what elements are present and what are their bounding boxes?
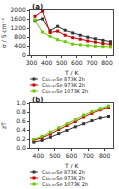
- svg-text:800: 800: [101, 59, 113, 66]
- svg-text:500: 500: [56, 59, 68, 66]
- svg-text:0.4: 0.4: [16, 126, 26, 133]
- svg-text:0.0: 0.0: [16, 144, 26, 151]
- svg-text:0.8: 0.8: [16, 108, 26, 115]
- svg-text:Cu₁.₉₇Se 973K 2h: Cu₁.₉₇Se 973K 2h: [42, 82, 85, 88]
- svg-text:400: 400: [41, 59, 53, 66]
- svg-text:0: 0: [22, 51, 26, 58]
- svg-text:800: 800: [99, 152, 111, 159]
- svg-text:400: 400: [14, 42, 26, 49]
- svg-text:0.6: 0.6: [16, 117, 26, 124]
- svg-text:400: 400: [33, 152, 45, 159]
- svg-text:T / K: T / K: [64, 162, 80, 169]
- svg-text:Cu₁.₉₇Se 1073K 2h: Cu₁.₉₇Se 1073K 2h: [42, 88, 88, 94]
- svg-text:600: 600: [66, 152, 78, 159]
- svg-text:zT: zT: [0, 122, 7, 129]
- svg-text:300: 300: [26, 59, 38, 66]
- svg-text:1600: 1600: [11, 15, 26, 22]
- svg-text:700: 700: [86, 59, 98, 66]
- svg-text:(b): (b): [32, 96, 43, 104]
- svg-text:Cu₁.₉₇Se 873K 2h: Cu₁.₉₇Se 873K 2h: [42, 169, 85, 175]
- svg-text:Cu₁.₉₇Se 973K 2h: Cu₁.₉₇Se 973K 2h: [42, 175, 85, 181]
- svg-text:800: 800: [14, 33, 26, 40]
- svg-text:σ / S cm⁻¹: σ / S cm⁻¹: [0, 17, 7, 48]
- svg-text:500: 500: [49, 152, 61, 159]
- svg-text:1.0: 1.0: [16, 99, 26, 106]
- svg-text:Cu₁.₉₇Se 873K 2h: Cu₁.₉₇Se 873K 2h: [42, 76, 85, 82]
- svg-text:2000: 2000: [11, 6, 26, 13]
- svg-text:700: 700: [82, 152, 94, 159]
- svg-text:(a): (a): [32, 3, 43, 11]
- svg-text:600: 600: [71, 59, 83, 66]
- svg-text:T / K: T / K: [64, 69, 80, 76]
- svg-text:1200: 1200: [11, 24, 26, 31]
- svg-text:Cu₁.₉₇Se 1073K 2h: Cu₁.₉₇Se 1073K 2h: [42, 181, 88, 187]
- svg-text:0.2: 0.2: [16, 135, 26, 142]
